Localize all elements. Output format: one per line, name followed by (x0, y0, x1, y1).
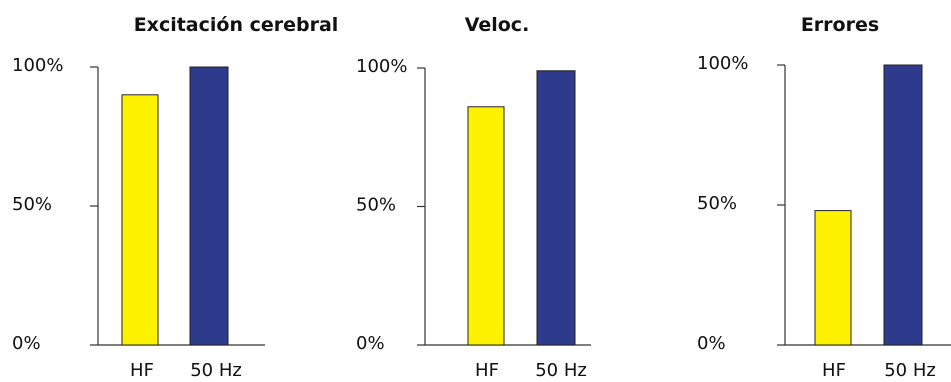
x-category-label: 50 Hz (884, 360, 936, 381)
y-tick-label: 50% (697, 193, 737, 214)
x-category-label: HF (475, 360, 499, 381)
bar-hf (814, 210, 852, 346)
x-category-label: 50 Hz (535, 360, 587, 381)
chart-title: Veloc. (465, 14, 530, 36)
bar-50hz (189, 66, 229, 346)
y-tick-label: 0% (12, 333, 41, 354)
chart-excitacion-cerebral: Excitación cerebral 0% 50% 100% HF 50 Hz (12, 14, 338, 381)
y-tick-label: 50% (12, 194, 52, 215)
y-tick-label: 0% (356, 333, 385, 354)
y-tick-label: 100% (697, 53, 748, 74)
bar-50hz (536, 70, 576, 346)
chart-title: Errores (801, 14, 879, 36)
x-category-label: 50 Hz (190, 360, 242, 381)
y-tick-label: 0% (697, 333, 726, 354)
y-tick-label: 100% (12, 55, 63, 76)
x-category-label: HF (130, 360, 154, 381)
chart-veloc: Veloc. 0% 50% 100% HF 50 Hz (356, 14, 591, 381)
chart-title: Excitación cerebral (134, 14, 339, 36)
y-tick-label: 100% (356, 56, 407, 77)
x-category-label: HF (822, 360, 846, 381)
chart-errores: Errores 0% 50% 100% HF 50 Hz (697, 14, 951, 381)
bar-hf (121, 94, 159, 346)
bar-hf (467, 106, 505, 346)
bar-50hz (883, 64, 923, 346)
y-tick-label: 50% (356, 195, 396, 216)
